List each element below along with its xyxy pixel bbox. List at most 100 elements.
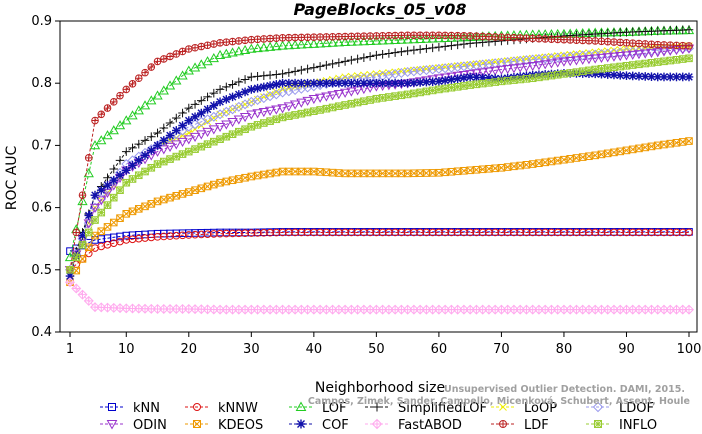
data-point: [397, 78, 406, 88]
data-point: [97, 227, 106, 236]
legend-item-lof: LOF: [289, 401, 347, 416]
data-point: [190, 112, 200, 122]
data-point: [359, 78, 369, 88]
data-point: [177, 137, 188, 147]
data-point: [596, 53, 607, 64]
data-point: [153, 57, 162, 66]
data-point: [109, 98, 118, 106]
data-point: [409, 45, 419, 55]
data-point: [122, 85, 131, 94]
legend-marker: [372, 402, 382, 412]
data-point: [240, 75, 250, 84]
series-layer: [64, 25, 695, 315]
data-point: [672, 41, 681, 50]
data-point: [290, 85, 301, 96]
data-point: [146, 146, 156, 155]
data-point: [383, 35, 395, 45]
data-point: [71, 283, 82, 294]
data-point: [266, 117, 274, 125]
legend-marker: [499, 403, 507, 411]
data-point: [122, 178, 131, 187]
data-point: [278, 33, 287, 42]
data-point: [603, 64, 612, 72]
data-point: [84, 211, 94, 220]
data-point: [678, 55, 687, 63]
data-point: [366, 32, 374, 40]
data-point: [141, 202, 149, 211]
data-point: [565, 57, 576, 67]
legend-item-fastabod: FastABOD: [365, 418, 462, 433]
data-point: [303, 78, 312, 88]
data-point: [390, 48, 400, 57]
data-point: [466, 166, 474, 175]
data-point: [610, 63, 618, 72]
x-tick-label: 40: [306, 342, 323, 357]
data-point: [247, 72, 256, 82]
data-point: [191, 43, 199, 52]
data-point: [222, 82, 231, 92]
data-point: [303, 33, 312, 42]
data-point: [84, 228, 93, 237]
data-point: [84, 154, 93, 162]
data-point: [315, 78, 325, 88]
data-point: [447, 83, 456, 92]
data-point: [391, 92, 399, 100]
data-point: [202, 127, 213, 138]
data-point: [685, 228, 693, 237]
data-point: [247, 85, 256, 94]
y-tick-label: 0.5: [31, 263, 52, 278]
data-point: [297, 78, 306, 88]
legend-marker: [193, 420, 201, 428]
x-axis-label: Neighborhood size: [315, 380, 445, 396]
legend-marker: [499, 420, 507, 428]
data-point: [491, 78, 499, 86]
data-point: [78, 255, 87, 263]
data-point: [472, 32, 481, 40]
data-point: [302, 96, 313, 106]
data-point: [128, 207, 137, 216]
data-point: [91, 231, 99, 240]
data-point: [672, 56, 681, 64]
data-point: [390, 78, 400, 88]
data-point: [197, 184, 206, 193]
data-point: [441, 84, 449, 93]
data-point: [83, 168, 94, 178]
data-point: [239, 44, 251, 55]
data-point: [397, 91, 406, 100]
data-point: [364, 35, 376, 45]
data-point: [497, 77, 506, 86]
data-point: [622, 38, 631, 47]
data-point: [502, 64, 513, 75]
data-point: [666, 56, 675, 65]
data-point: [171, 113, 181, 123]
data-point: [235, 37, 243, 45]
data-point: [441, 31, 449, 40]
data-point: [491, 164, 499, 173]
data-point: [335, 102, 343, 111]
data-point: [266, 90, 274, 99]
data-point: [347, 169, 356, 178]
data-point: [647, 40, 656, 49]
data-point: [371, 35, 382, 45]
watermark-line-2: Campos, Zimek, Sander, Campello, Micenko…: [308, 396, 690, 407]
data-point: [435, 85, 443, 94]
data-point: [496, 65, 507, 75]
data-point: [428, 86, 437, 95]
data-point: [277, 104, 288, 114]
data-point: [453, 31, 462, 40]
x-tick-label: 50: [368, 342, 385, 357]
data-point: [159, 195, 168, 204]
data-point: [103, 104, 112, 112]
data-point: [389, 34, 401, 44]
data-point: [291, 111, 299, 119]
data-point: [83, 295, 94, 306]
data-point: [103, 201, 112, 209]
data-point: [222, 177, 231, 186]
data-point: [91, 244, 99, 252]
data-point: [189, 62, 201, 72]
legend-item-ldof: LDOF: [586, 401, 654, 416]
data-point: [178, 47, 187, 56]
data-point: [158, 85, 169, 95]
data-point: [339, 88, 351, 98]
data-point: [178, 150, 187, 158]
